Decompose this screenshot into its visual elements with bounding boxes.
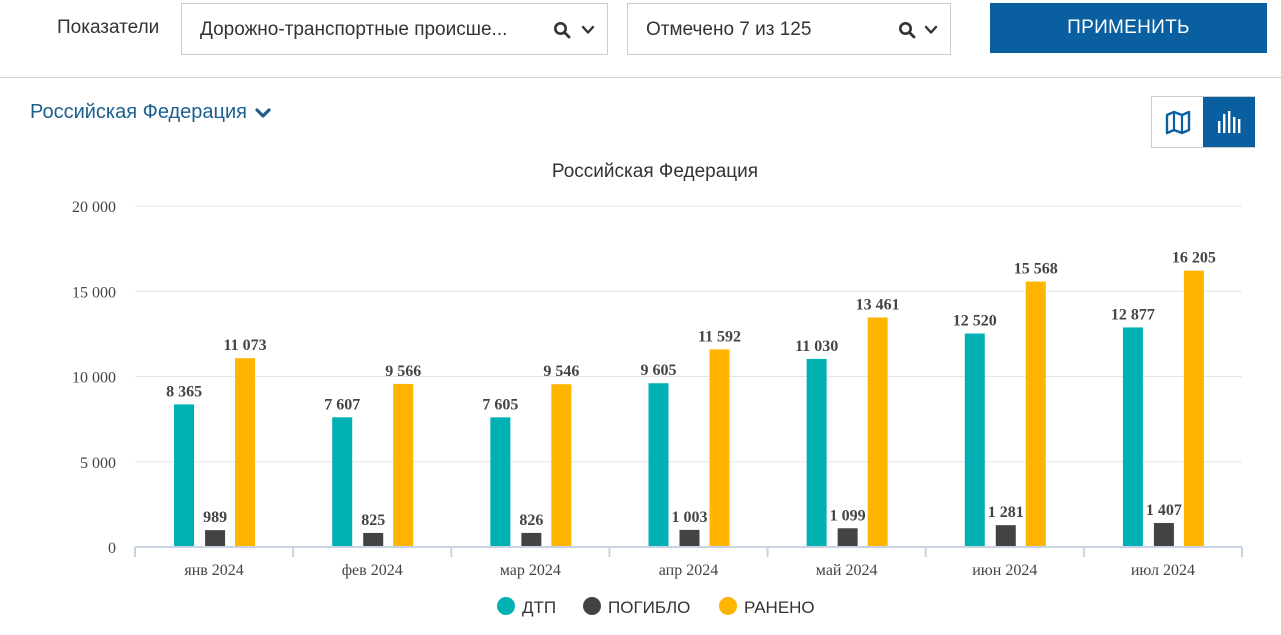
data-label: 7 607 xyxy=(324,396,360,413)
x-tick-label: июл 2024 xyxy=(1131,562,1195,579)
apply-button[interactable]: ПРИМЕНИТЬ xyxy=(990,3,1267,53)
bar xyxy=(490,417,511,547)
y-tick-label: 5 000 xyxy=(80,455,116,472)
marked-select-value: Отмечено 7 из 125 xyxy=(646,19,812,40)
x-tick-label: янв 2024 xyxy=(184,562,243,579)
bar xyxy=(551,384,572,547)
data-label: 825 xyxy=(361,512,385,529)
data-label: 11 073 xyxy=(224,337,267,354)
marked-select[interactable]: Отмечено 7 из 125 xyxy=(627,3,951,55)
region-selector[interactable]: Российская Федерация xyxy=(30,101,271,124)
legend-label: РАНЕНО xyxy=(744,598,815,617)
bar xyxy=(648,383,669,547)
search-icon[interactable] xyxy=(553,21,571,39)
legend-label: ДТП xyxy=(522,598,556,617)
legend-marker xyxy=(719,597,737,615)
chevron-down-icon[interactable] xyxy=(581,23,595,37)
grid-lines xyxy=(135,205,1242,463)
x-tick-label: мар 2024 xyxy=(500,562,561,579)
data-label: 989 xyxy=(203,509,227,526)
bar-chart-icon xyxy=(1218,111,1241,133)
bar xyxy=(1025,281,1046,547)
data-label: 15 568 xyxy=(1014,261,1058,278)
view-toggle xyxy=(1151,96,1255,148)
legend-label: ПОГИБЛО xyxy=(608,598,690,617)
data-label: 13 461 xyxy=(856,296,900,313)
bar xyxy=(1183,270,1204,547)
indicators-label: Показатели xyxy=(57,17,160,38)
x-tick-label: июн 2024 xyxy=(972,562,1037,579)
y-tick-label: 10 000 xyxy=(72,370,116,387)
x-tick-label: апр 2024 xyxy=(659,562,718,579)
bar xyxy=(1153,523,1174,547)
data-label: 1 407 xyxy=(1146,502,1182,519)
bar xyxy=(393,383,414,547)
chart-view-button[interactable] xyxy=(1203,97,1255,147)
bars: 8 365 989 11 073 7 607 825 9 566 7 605 826 9 546… xyxy=(166,250,1216,547)
data-label: 12 877 xyxy=(1111,306,1155,323)
data-label: 9 566 xyxy=(385,363,421,380)
bar xyxy=(235,358,256,547)
legend-marker xyxy=(583,597,601,615)
chevron-down-icon xyxy=(255,108,271,118)
data-label: 826 xyxy=(519,512,543,529)
x-tick-label: фев 2024 xyxy=(342,562,403,579)
region-selector-label: Российская Федерация xyxy=(30,101,248,123)
data-label: 8 365 xyxy=(166,383,202,400)
y-tick-label: 0 xyxy=(108,540,116,557)
bar xyxy=(837,528,858,547)
map-icon xyxy=(1165,110,1191,135)
indicator-select[interactable]: Дорожно-транспортные происше... xyxy=(181,3,608,55)
search-icon[interactable] xyxy=(898,21,916,39)
y-axis: 0 5 000 10 000 15 000 20 000 xyxy=(72,199,116,557)
bar xyxy=(995,525,1016,547)
toolbar: Показатели Дорожно-транспортные происше.… xyxy=(0,0,1281,78)
bar-chart: Российская Федерация 0 5 000 10 000 15 000 2… xyxy=(72,161,1243,617)
bar xyxy=(867,317,888,547)
map-view-button[interactable] xyxy=(1152,97,1204,147)
chevron-down-icon[interactable] xyxy=(924,23,938,37)
bar xyxy=(964,333,985,547)
x-axis: янв 2024 фев 2024 мар 2024 апр 2024 май 2024… xyxy=(134,546,1243,579)
data-label: 12 520 xyxy=(953,313,997,330)
data-label: 9 605 xyxy=(641,362,677,379)
data-label: 1 281 xyxy=(988,504,1024,521)
data-label: 1 003 xyxy=(672,509,708,526)
y-tick-label: 20 000 xyxy=(72,199,116,216)
data-label: 7 605 xyxy=(482,396,518,413)
legend-marker xyxy=(497,597,515,615)
indicator-select-value: Дорожно-транспортные происше... xyxy=(200,19,508,40)
data-label: 1 099 xyxy=(830,507,866,524)
bar xyxy=(174,404,195,547)
toolbar-controls: Показатели Дорожно-транспортные происше.… xyxy=(30,0,1281,78)
legend: ДТП ПОГИБЛО РАНЕНО xyxy=(497,597,815,617)
bar xyxy=(205,530,226,547)
data-label: 11 030 xyxy=(795,338,838,355)
bar xyxy=(332,417,353,547)
bar xyxy=(679,529,700,547)
y-tick-label: 15 000 xyxy=(72,284,116,301)
data-label: 11 592 xyxy=(698,328,741,345)
chart-title: Российская Федерация xyxy=(552,161,758,182)
bar xyxy=(1122,327,1143,547)
bar xyxy=(521,532,542,547)
data-label: 9 546 xyxy=(543,363,579,380)
bar xyxy=(806,358,827,547)
bar xyxy=(709,349,730,547)
data-label: 16 205 xyxy=(1172,250,1216,267)
x-tick-label: май 2024 xyxy=(816,562,878,579)
bar xyxy=(363,532,384,547)
